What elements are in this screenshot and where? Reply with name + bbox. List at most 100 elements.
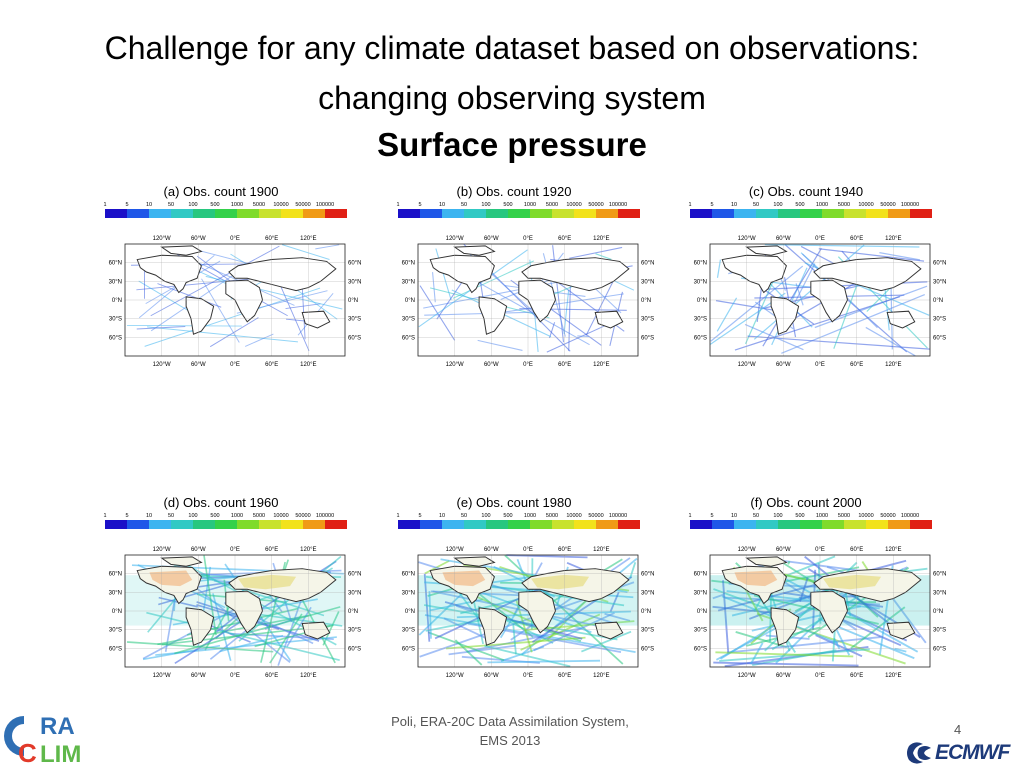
colorbar-tick-label: 1000 [816,202,828,208]
latitude-label-right: 0°N [348,298,358,304]
longitude-label-top: 120°W [153,547,171,553]
latitude-label-left: 60°N [402,261,415,267]
longitude-label-bottom: 0°E [523,673,533,679]
latitude-label-left: 60°S [694,646,707,652]
colorbar-swatch [464,209,486,218]
colorbar-tick-label: 1 [396,202,399,208]
latitude-label-left: 60°N [694,261,707,267]
ecmwf-logo-text: ECMWF [935,741,1009,765]
colorbar-swatch [574,520,596,529]
latitude-label-right: 30°N [348,590,361,596]
colorbar-swatch [910,209,932,218]
colorbar-swatch [888,209,910,218]
world-map: 120°W120°W60°W60°W0°E0°E60°E60°E120°E120… [95,224,375,374]
world-map: 120°W120°W60°W60°W0°E0°E60°E60°E120°E120… [680,224,960,374]
longitude-label-top: 120°E [300,236,316,242]
colorbar-swatch [281,520,303,529]
colorbar-tick-label: 5 [125,513,128,519]
colorbar-tick-label: 10 [439,202,445,208]
latitude-label-right: 60°N [348,572,361,578]
latitude-label-right: 60°N [641,572,654,578]
colorbar-tick-label: 50000 [588,513,603,519]
latitude-label-left: 60°S [402,646,415,652]
longitude-label-top: 120°W [446,547,464,553]
colorbar-tick-label: 10000 [273,202,288,208]
colorbar-tick-label: 500 [210,202,219,208]
colorbar-tick-label: 10000 [566,202,581,208]
longitude-label-bottom: 60°W [484,362,499,368]
longitude-label-top: 60°E [850,236,863,242]
longitude-label-bottom: 60°E [265,362,278,368]
latitude-label-left: 60°S [402,335,415,341]
colorbar-tick-label: 500 [503,202,512,208]
latitude-label-right: 60°S [641,335,654,341]
longitude-label-bottom: 60°E [850,673,863,679]
colorbar-swatch [127,209,149,218]
slide-subtitle: Surface pressure [0,126,1024,164]
latitude-label-right: 60°S [933,335,946,341]
latitude-label-left: 30°S [694,628,707,634]
latitude-label-left: 0°N [112,609,122,615]
colorbar-swatch [105,209,127,218]
longitude-label-top: 60°W [191,547,206,553]
svg-text:C: C [18,738,37,768]
latitude-label-right: 30°S [641,317,654,323]
latitude-label-right: 30°S [641,628,654,634]
colorbar-swatch [149,520,171,529]
longitude-label-bottom: 60°W [776,362,791,368]
footer-line1: Poli, ERA-20C Data Assimilation System, [360,712,660,731]
colorbar-tick-label: 5000 [546,513,558,519]
latitude-label-left: 60°N [402,572,415,578]
colorbar-tick-label: 5000 [253,202,265,208]
colorbar-swatch [442,520,464,529]
colorbar-swatch [844,520,866,529]
colorbar-tick-label: 50 [168,202,174,208]
colorbar-tick-label: 500 [503,513,512,519]
latitude-label-left: 30°N [694,279,707,285]
longitude-label-top: 0°E [230,236,240,242]
colorbar-tick-label: 10000 [273,513,288,519]
longitude-label-bottom: 0°E [815,673,825,679]
latitude-label-right: 0°N [641,609,651,615]
colorbar-swatch [552,520,574,529]
latitude-label-left: 30°S [109,628,122,634]
svg-text:RA: RA [40,713,75,740]
longitude-label-top: 0°E [230,547,240,553]
world-map: 120°W120°W60°W60°W0°E0°E60°E60°E120°E120… [680,535,960,685]
colorbar-tick-label: 500 [795,202,804,208]
colorbar-swatch [778,520,800,529]
longitude-label-top: 0°E [523,236,533,242]
latitude-label-right: 60°N [933,572,946,578]
longitude-label-top: 120°E [593,547,609,553]
colorbar-tick-label: 5 [418,513,421,519]
colorbar-tick-label: 50 [753,202,759,208]
colorbar-tick-label: 10 [731,202,737,208]
latitude-label-left: 30°N [109,590,122,596]
longitude-label-top: 60°E [265,236,278,242]
colorbar-tick-label: 100 [773,513,782,519]
latitude-label-right: 30°N [641,279,654,285]
longitude-label-bottom: 120°W [738,362,756,368]
longitude-label-bottom: 120°E [885,673,901,679]
longitude-label-bottom: 0°E [523,362,533,368]
colorbar-swatch [325,209,347,218]
longitude-label-top: 120°W [738,236,756,242]
colorbar-swatch [866,209,888,218]
longitude-label-top: 120°W [446,236,464,242]
panel-title: (b) Obs. count 1920 [388,184,640,199]
colorbar-swatch [734,209,756,218]
eraclim-logo: RA C LIM [0,700,130,768]
footer-line2: EMS 2013 [360,731,660,750]
latitude-label-left: 30°S [402,628,415,634]
longitude-label-bottom: 120°W [446,362,464,368]
colorbar-swatch [237,209,259,218]
colorbar-swatch [237,520,259,529]
colorbar-swatch [596,209,618,218]
latitude-label-right: 30°S [933,317,946,323]
colorbar-swatch [464,520,486,529]
